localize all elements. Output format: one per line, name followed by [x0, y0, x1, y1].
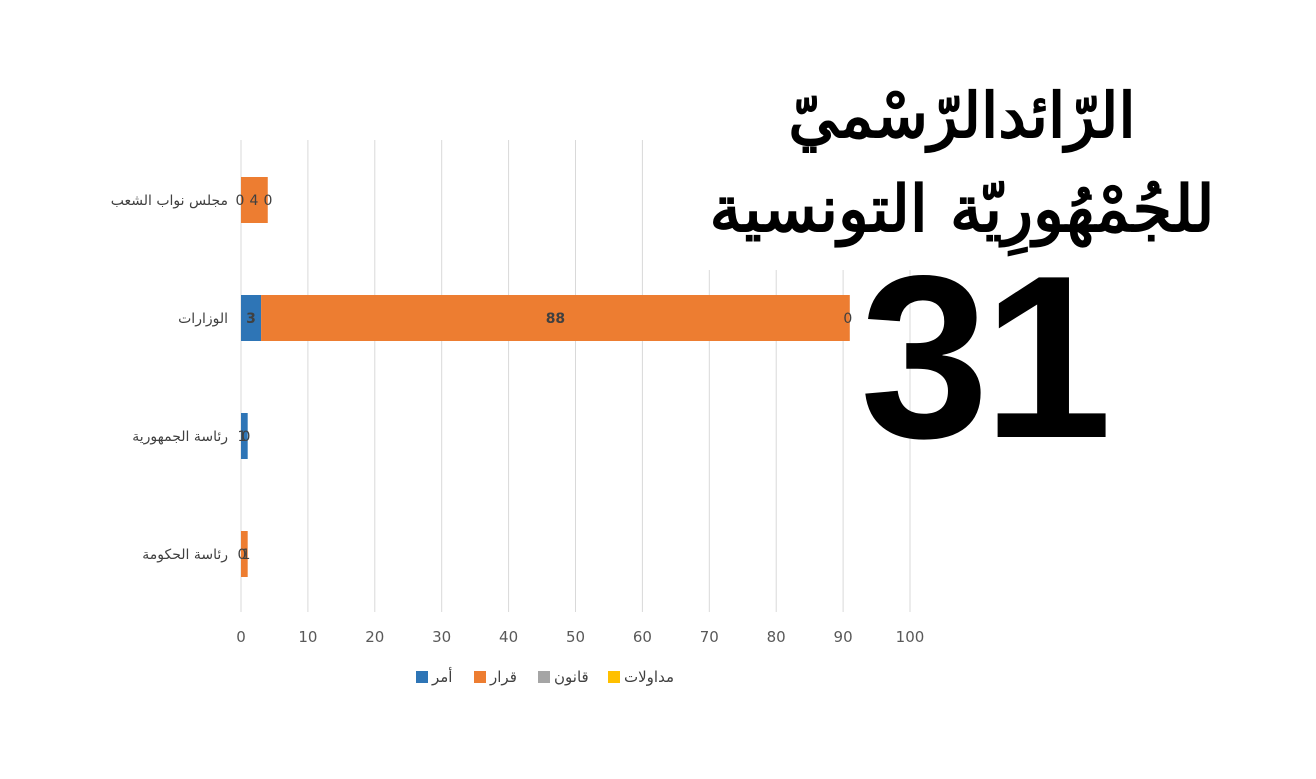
bar-segment — [261, 295, 850, 341]
x-tick-label: 30 — [432, 628, 451, 646]
legend-swatch — [608, 671, 620, 683]
bars — [241, 177, 850, 577]
category-label: رئاسة الجمهورية — [132, 429, 228, 445]
legend-label: قانون — [554, 668, 589, 686]
x-axis-ticks: 0 10 20 30 40 50 60 70 80 90 100 — [236, 628, 924, 646]
category-labels: مجلس نواب الشعب الوزارات رئاسة الجمهورية رئ… — [111, 193, 228, 563]
legend-swatch — [474, 671, 486, 683]
data-label: 0 — [264, 193, 273, 209]
bar-segment — [241, 413, 248, 459]
legend-swatch — [538, 671, 550, 683]
x-tick-label: 50 — [566, 628, 585, 646]
legend: أمر قرار قانون مداولات — [416, 667, 674, 686]
x-tick-label: 90 — [834, 628, 853, 646]
data-label: 4 — [250, 193, 259, 209]
masthead-logo: الرّائدالرّسْميّ للجُمْهُورِيّة التونسية — [708, 70, 1216, 270]
data-label: 88 — [546, 311, 565, 327]
category-label: رئاسة الحكومة — [142, 547, 228, 563]
data-label: 1 — [242, 547, 251, 563]
x-tick-label: 0 — [236, 628, 246, 646]
x-tick-label: 70 — [700, 628, 719, 646]
x-tick-label: 60 — [633, 628, 652, 646]
bar-segment — [241, 295, 262, 341]
legend-label: أمر — [431, 667, 452, 686]
x-tick-label: 10 — [298, 628, 317, 646]
data-label: 0 — [236, 193, 245, 209]
masthead-line-2: للجُمْهُورِيّة التونسية — [709, 172, 1215, 247]
x-tick-label: 40 — [499, 628, 518, 646]
issue-number: 31 — [859, 228, 1112, 487]
x-tick-label: 80 — [767, 628, 786, 646]
category-label: مجلس نواب الشعب — [111, 193, 228, 209]
masthead-line-1: الرّائدالرّسْميّ — [788, 79, 1136, 152]
data-label: 1 — [238, 429, 247, 445]
legend-label: قرار — [489, 668, 517, 686]
data-label: 3 — [246, 311, 256, 327]
category-label: الوزارات — [178, 311, 228, 327]
legend-swatch — [416, 671, 428, 683]
x-tick-label: 100 — [896, 628, 925, 646]
bar-segment — [241, 531, 248, 577]
data-label: 0 — [238, 547, 247, 563]
data-label: 0 — [843, 311, 852, 327]
x-tick-label: 20 — [365, 628, 384, 646]
data-label: 0 — [242, 429, 251, 445]
legend-label: مداولات — [624, 668, 674, 686]
bar-segment — [241, 177, 268, 223]
